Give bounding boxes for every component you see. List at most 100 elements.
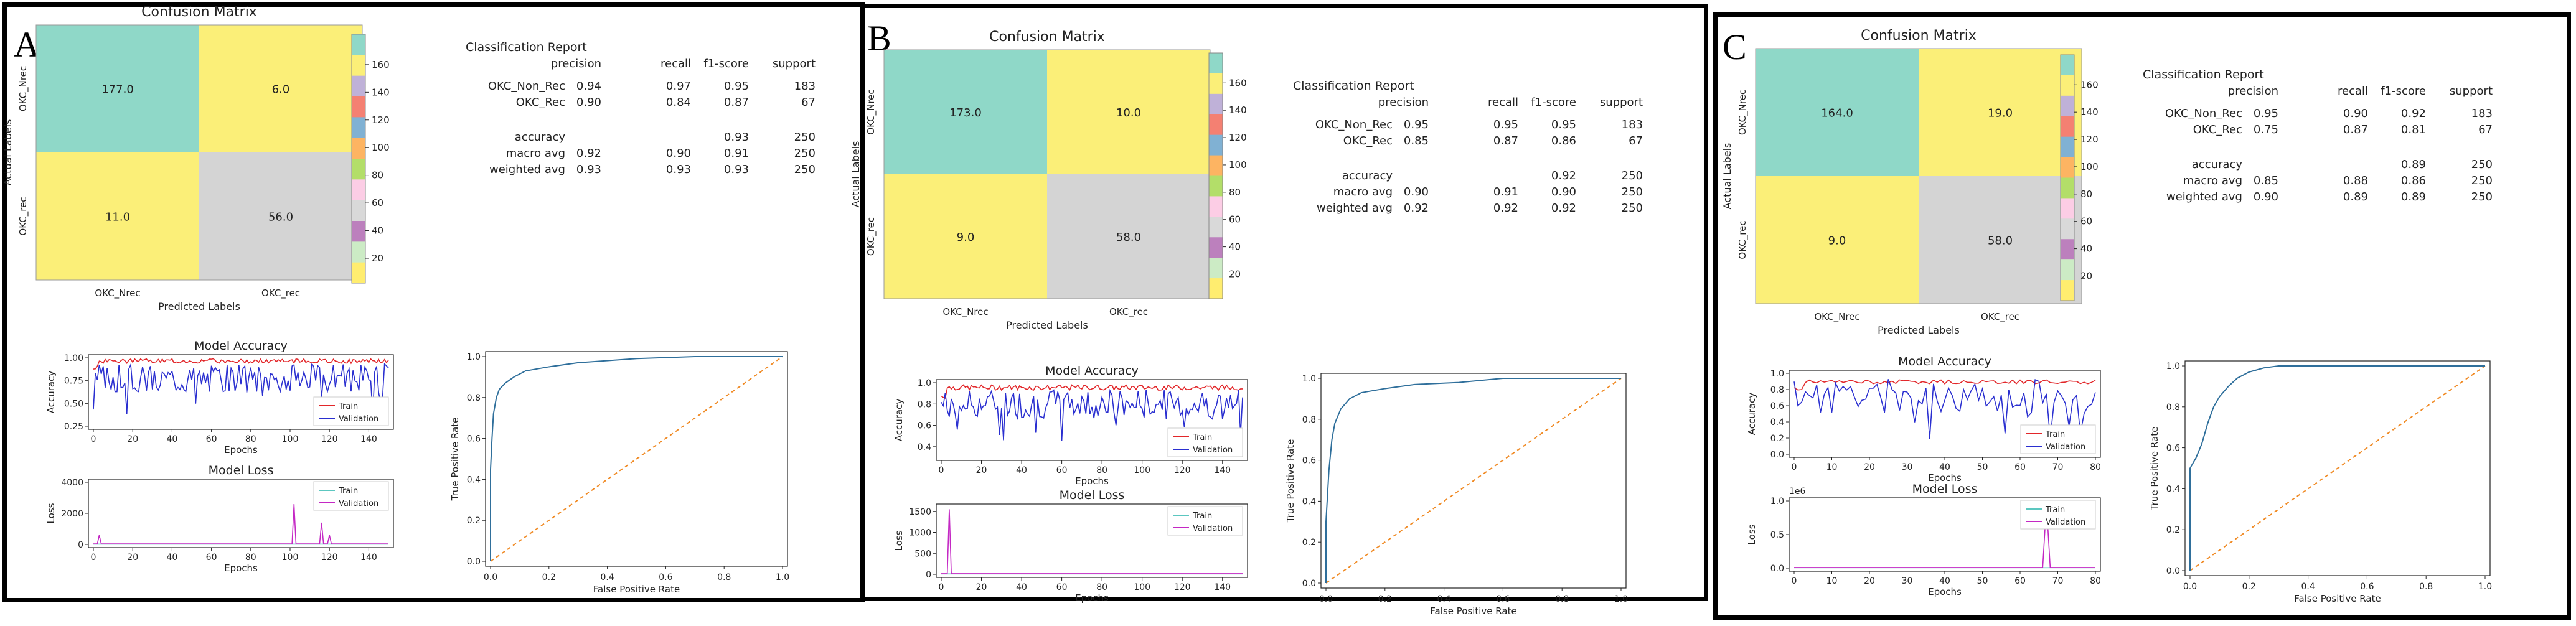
y-tick-label: 0 [926, 570, 931, 580]
colorbar-tick-label: 120 [1229, 132, 1247, 143]
y-axis-label: Accuracy [45, 371, 57, 414]
colorbar-tick-label: 20 [372, 253, 383, 264]
x-tick-label: 40 [166, 434, 177, 444]
x-tick-label: 120 [1174, 582, 1191, 592]
x-tick-label: 80 [1096, 582, 1107, 592]
report-title: Classification Report [1293, 79, 1414, 93]
x-tick-label: 0.2 [542, 572, 556, 582]
colorbar-segment [352, 241, 365, 263]
x-tick-label: 30 [1902, 576, 1913, 586]
legend-label: Train [2045, 430, 2065, 439]
report-row-label: weighted avg [2166, 190, 2242, 203]
report-row-label: weighted avg [1317, 202, 1393, 215]
roc-x-label: False Positive Rate [1430, 605, 1516, 617]
report-value: 183 [2471, 107, 2493, 120]
report-value: 0.97 [666, 80, 691, 93]
validation-loss-line [93, 503, 388, 544]
y-tick-label: 0.6 [1302, 456, 1316, 466]
x-tick-label: 30 [1902, 462, 1913, 472]
y-tick-label: 0.2 [2166, 525, 2180, 535]
y-tick-label: 0.0 [2166, 566, 2180, 576]
cm-cell-value: 177.0 [101, 83, 134, 96]
colorbar-segment [1209, 155, 1223, 176]
report-value: 0.93 [576, 163, 601, 176]
legend-label: Validation [339, 499, 378, 508]
x-tick-label: 0.6 [1496, 594, 1510, 604]
plot-title: Model Loss [209, 464, 274, 477]
x-tick-label: 0.8 [2419, 582, 2433, 592]
colorbar-segment [2061, 116, 2074, 138]
report-value: 0.90 [576, 96, 601, 109]
validation-accuracy-line [1793, 378, 2096, 439]
cm-col-label: OKC_rec [1981, 311, 2019, 323]
colorbar-segment [2061, 157, 2074, 178]
panel-c-label: C [1723, 27, 1747, 67]
colorbar-tick-label: 160 [1229, 77, 1247, 88]
cm-col-label: OKC_Nrec [95, 287, 140, 299]
colorbar-segment [1209, 114, 1223, 136]
report-header: recall [660, 57, 691, 70]
y-tick-label: 0.8 [1770, 385, 1784, 395]
roc-y-label: True Positive Rate [2149, 427, 2160, 511]
legend-label: Train [338, 402, 358, 411]
report-value: 0.85 [2254, 174, 2278, 187]
colorbar-segment [1209, 93, 1223, 115]
cm-cell [884, 50, 1047, 174]
report-row-label: OKC_Rec [516, 96, 565, 109]
colorbar-segment [1209, 134, 1223, 156]
x-tick-label: 0.2 [1378, 594, 1392, 604]
validation-loss-line [941, 509, 1243, 574]
x-tick-label: 0 [1792, 462, 1797, 472]
colorbar-segment [352, 34, 365, 55]
cm-cell [1919, 49, 2082, 176]
y-axis-label: Loss [893, 530, 905, 551]
legend-label: Validation [1193, 446, 1233, 455]
cm-row-label: OKC_Nrec [1737, 90, 1749, 135]
scale-label: 1e6 [1789, 487, 1806, 497]
validation-accuracy-line [941, 388, 1243, 441]
cm-cell [1919, 176, 2082, 304]
y-tick-label: 0.6 [918, 421, 931, 431]
report-value: 0.90 [1551, 185, 1576, 199]
plot-title: Model Accuracy [1898, 355, 1991, 368]
colorbar-segment [1209, 175, 1223, 197]
cm-cell-value: 19.0 [1988, 107, 2013, 120]
y-tick-label: 0.6 [2166, 444, 2180, 454]
x-tick-label: 60 [206, 434, 217, 444]
report-header: recall [1488, 96, 1518, 109]
report-value: 0.94 [576, 80, 601, 93]
x-tick-label: 120 [321, 434, 338, 444]
x-tick-label: 20 [127, 553, 138, 563]
x-tick-label: 0.8 [717, 572, 731, 582]
report-row-label: accuracy [1342, 169, 1393, 182]
x-tick-label: 60 [2014, 462, 2026, 472]
colorbar-segment [352, 200, 365, 222]
y-tick-label: 0.2 [1302, 538, 1316, 548]
x-tick-label: 0.0 [2183, 582, 2197, 592]
y-tick-label: 0.0 [1770, 564, 1784, 574]
colorbar-segment [2061, 218, 2074, 240]
y-tick-label: 1.0 [918, 378, 931, 388]
x-tick-label: 1.0 [1614, 594, 1628, 604]
x-tick-label: 70 [2052, 462, 2064, 472]
y-tick-label: 0.8 [2166, 403, 2180, 413]
y-tick-label: 0.6 [1770, 401, 1784, 411]
cm-ylabel: Actual Labels [850, 141, 862, 208]
x-tick-label: 0 [1792, 576, 1797, 586]
colorbar-segment [352, 262, 365, 284]
cm-xlabel: Predicted Labels [1006, 319, 1088, 331]
cm-cell [36, 25, 199, 152]
y-tick-label: 1500 [909, 507, 931, 517]
colorbar-tick-label: 60 [1229, 214, 1241, 225]
x-tick-label: 0.6 [2360, 582, 2374, 592]
y-tick-label: 0.8 [918, 399, 931, 409]
colorbar-segment [1209, 217, 1223, 238]
x-tick-label: 140 [1214, 465, 1231, 475]
x-tick-label: 40 [1016, 465, 1027, 475]
cm-row-label: OKC_rec [865, 217, 877, 256]
colorbar-segment [2061, 259, 2074, 281]
colorbar-tick-label: 60 [2080, 216, 2092, 227]
report-row-label: OKC_Rec [2193, 123, 2242, 136]
train-accuracy-line [1793, 379, 2096, 391]
cm-cell [36, 152, 199, 280]
